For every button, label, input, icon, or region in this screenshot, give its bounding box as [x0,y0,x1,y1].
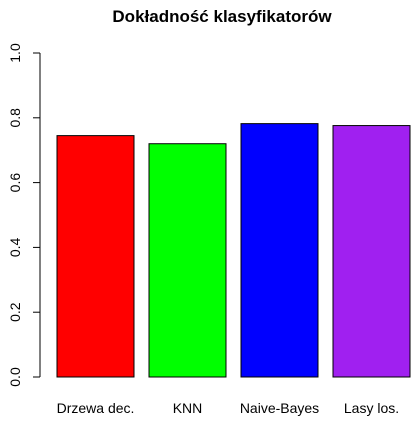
bar-knn [148,143,227,378]
bar-lasy-los [332,125,411,378]
y-tick-label: 0.4 [7,237,23,257]
chart-title: Dokładność klasyfikatorów [112,7,332,26]
category-label: Lasy los. [344,400,399,416]
y-tick-label: 0.6 [7,173,23,193]
y-axis: 0.0 0.2 0.4 0.6 0.8 1.0 [7,43,41,387]
y-tick-label: 0.0 [7,367,23,387]
category-labels: Drzewa dec. KNN Naive-Bayes Lasy los. [57,400,400,416]
bar-naive-bayes [240,123,319,378]
y-tick-label: 0.8 [7,108,23,128]
category-label: KNN [173,400,203,416]
bar-drzewa-dec [56,135,135,378]
category-label: Naive-Bayes [240,400,319,416]
category-label: Drzewa dec. [57,400,135,416]
y-tick-label: 1.0 [7,43,23,63]
y-tick-label: 0.2 [7,302,23,322]
bars [56,123,411,378]
